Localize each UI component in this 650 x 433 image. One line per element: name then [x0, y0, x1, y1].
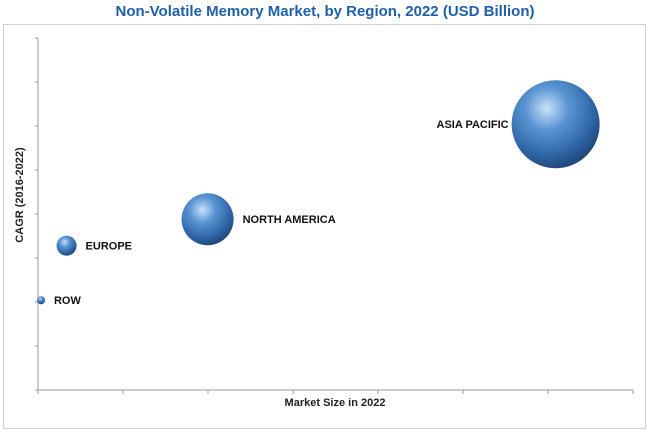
bubble-label-north-america: NORTH AMERICA — [243, 214, 336, 226]
bubble-europe — [56, 235, 77, 256]
bubble-label-row: ROW — [54, 295, 82, 307]
chart-frame — [3, 24, 646, 429]
x-axis-label: Market Size in 2022 — [284, 397, 386, 409]
bubble-label-europe: EUROPE — [86, 241, 132, 253]
chart-title: Non-Volatile Memory Market, by Region, 2… — [115, 3, 535, 20]
bubble-north-america — [181, 193, 234, 246]
bubble-asia-pacific — [511, 80, 600, 169]
bubble-label-asia-pacific: ASIA PACIFIC — [437, 119, 509, 131]
bubble-row — [36, 296, 45, 305]
